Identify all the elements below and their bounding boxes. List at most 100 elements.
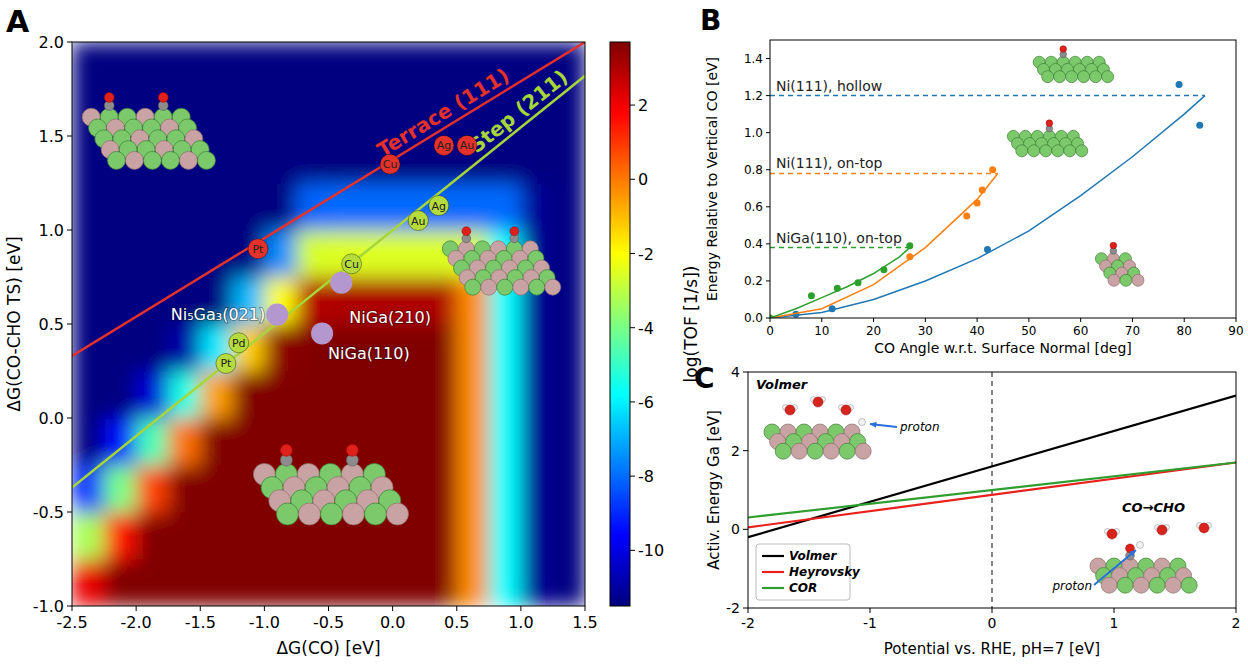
x-tick (392, 606, 393, 611)
y-tick-label: 4 (731, 364, 740, 380)
level-line (770, 247, 910, 249)
heat-cell (72, 230, 105, 278)
heat-cell (264, 371, 297, 419)
o-atom (841, 405, 851, 415)
colorbar-tick-label: -10 (638, 541, 664, 560)
heat-cell (200, 183, 233, 231)
y-tick (743, 372, 748, 373)
heat-cell (264, 559, 297, 606)
y-tick-label: -0.5 (33, 503, 64, 522)
heat-cell (232, 324, 265, 372)
y-tick-label: 1.0 (744, 126, 763, 140)
series-line (748, 462, 1236, 517)
heat-cell (361, 230, 394, 278)
x-tick (200, 606, 201, 611)
colorbar-tick-label: 2 (638, 96, 648, 115)
ni-atom (465, 279, 481, 295)
annotation: Volmer (756, 377, 809, 392)
heat-cell (361, 89, 394, 137)
heat-cell (136, 230, 169, 278)
heat-cell (232, 89, 265, 137)
y-tick (766, 169, 770, 170)
ni-atom (529, 279, 545, 295)
heat-cell (104, 324, 137, 372)
ni-atom (364, 503, 386, 525)
heat-cell (232, 512, 265, 560)
heat-cell (329, 136, 362, 184)
atom-inset (1095, 242, 1144, 286)
ni-atom (1066, 71, 1078, 83)
trend-line (72, 76, 585, 488)
heat-cell (104, 465, 137, 513)
heatmap (72, 42, 585, 606)
heat-cell (136, 371, 169, 419)
heat-cell (489, 418, 522, 466)
y-tick (67, 606, 72, 607)
x-tick-label: 40 (969, 324, 984, 338)
o-atom (1046, 120, 1053, 127)
heat-cell (457, 512, 490, 560)
x-tick-label: -0.5 (313, 613, 344, 632)
heat-cell (72, 465, 105, 513)
point-label: Ag (432, 200, 447, 213)
ni-atom (1028, 145, 1040, 157)
y-tick-label: 1.0 (39, 221, 64, 240)
o-atom (104, 92, 114, 102)
heat-cell (553, 230, 585, 278)
heat-cell (104, 371, 137, 419)
ni-atom (1149, 577, 1165, 593)
fit-curve (770, 96, 1205, 318)
heat-cell (329, 371, 362, 419)
colorbar-tick (630, 550, 635, 551)
x-tick-label: 1 (1110, 615, 1119, 631)
data-point (342, 254, 362, 274)
x-tick-label: 80 (1177, 324, 1192, 338)
heat-cell (296, 559, 329, 606)
ni-atom (1054, 71, 1066, 83)
point-label: NiGa(110) (328, 344, 410, 363)
data-point (984, 246, 991, 253)
data-point (434, 135, 454, 155)
x-tick-label: 0.5 (444, 613, 469, 632)
heat-cell (168, 371, 201, 419)
heat-cell (72, 324, 105, 372)
series-label: NiGa(110), on-top (776, 230, 902, 246)
annotation: CO→CHO (1122, 500, 1185, 515)
data-point (429, 196, 449, 216)
y-tick-label: 1.4 (744, 52, 763, 66)
data-point (457, 135, 477, 155)
o-atom (1199, 523, 1209, 533)
panel-letter: C (694, 362, 715, 395)
heat-cell (136, 183, 169, 231)
colorbar-tick-label: -4 (638, 319, 654, 338)
point-label: Pt (252, 243, 264, 256)
colorbar-tick (630, 105, 635, 106)
heat-cell (264, 89, 297, 137)
water-molecule (1197, 523, 1212, 534)
heat-cell (296, 418, 329, 466)
x-tick-label: 1.0 (508, 613, 533, 632)
legend-swatch (762, 555, 784, 557)
heat-cell (136, 42, 169, 90)
y-tick (766, 58, 770, 59)
heat-cell (329, 89, 362, 137)
o-atom (510, 227, 519, 236)
x-tick-label: 70 (1125, 324, 1140, 338)
data-point (829, 305, 836, 312)
h-atom (859, 419, 866, 426)
heat-cell (457, 559, 490, 606)
heat-cell (168, 418, 201, 466)
y-tick-label: 0.8 (744, 163, 763, 177)
point-label: Cu (344, 258, 359, 271)
colorbar-tick (630, 253, 635, 254)
heat-cell (521, 136, 554, 184)
ni-atom (197, 151, 215, 169)
data-point (330, 272, 352, 294)
y-tick (766, 206, 770, 207)
x-tick (992, 608, 993, 613)
heat-cell (200, 371, 233, 419)
x-tick (328, 606, 329, 611)
heat-cell (553, 559, 585, 606)
ni-atom (1102, 71, 1114, 83)
ni-atom (161, 151, 179, 169)
